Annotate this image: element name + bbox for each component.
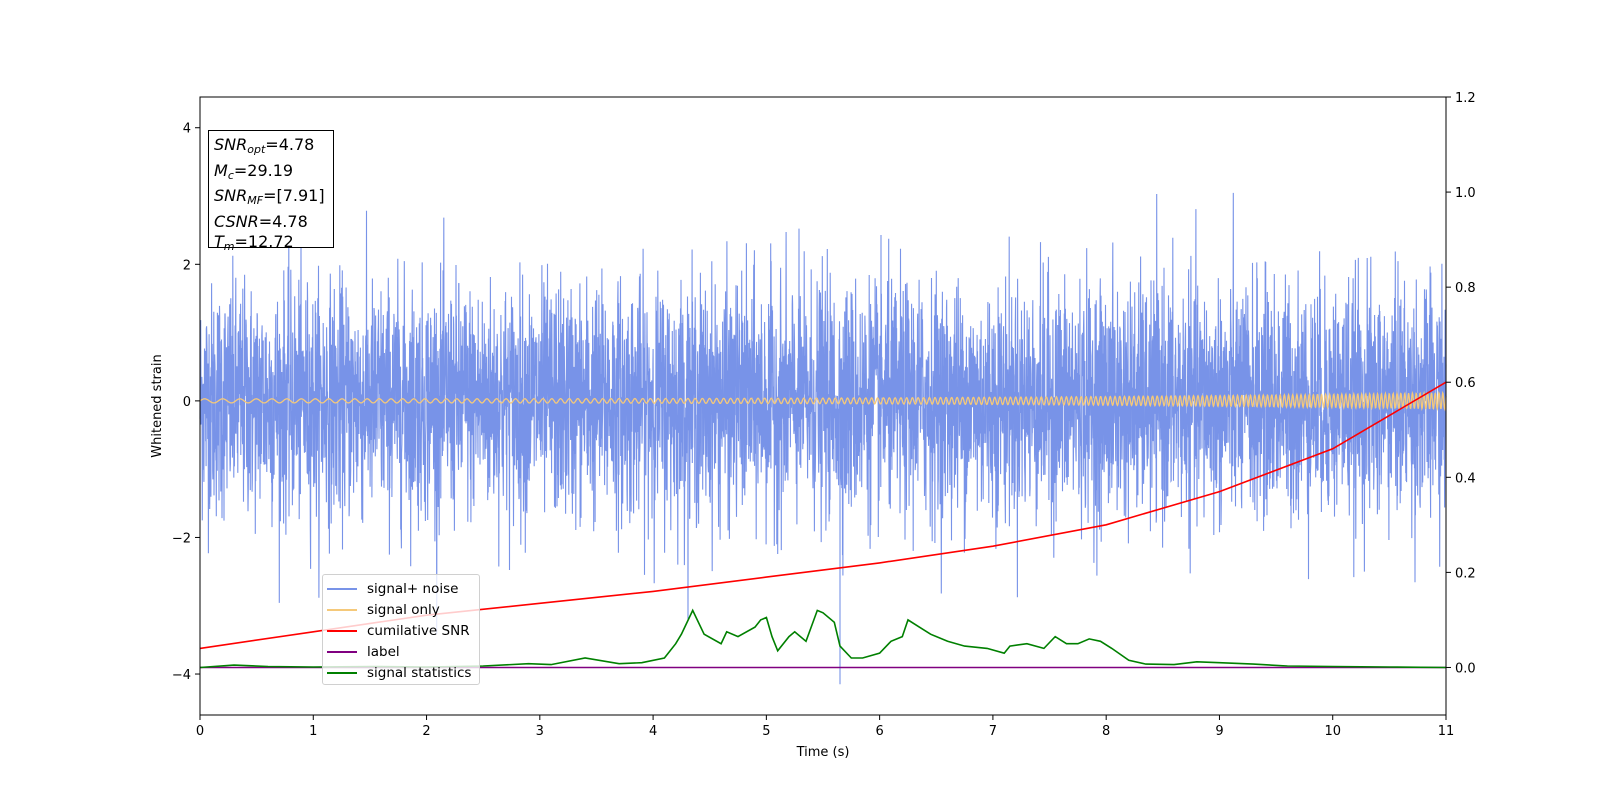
right-y-tick-label: 1.2 [1455, 91, 1476, 106]
y-axis-label: Whitened strain [150, 354, 165, 457]
x-tick-label: 2 [422, 724, 430, 739]
left-y-tick-label: 0 [183, 395, 191, 410]
annotation-subscript: MF [247, 194, 263, 207]
annotation-value: =4.78 [259, 212, 308, 231]
legend-swatch [327, 588, 357, 590]
legend-label: signal statistics [367, 665, 471, 681]
legend-label: cumilative SNR [367, 623, 470, 639]
annotation-subscript: opt [247, 143, 265, 156]
legend-label: signal+ noise [367, 581, 458, 597]
right-y-tick-label: 0.6 [1455, 376, 1476, 391]
left-y-tick-label: 2 [183, 258, 191, 273]
annotation-symbol: Mc [214, 161, 234, 180]
x-tick-label: 6 [875, 724, 883, 739]
chart-figure: 0 1 2 3 4 5 6 7 8 9 10 11 4 2 0 −2 −4 1.2 1.0 0.8 0.6 0.4 0.… [0, 0, 1600, 800]
legend: signal+ noise signal only cumilative SNR la… [322, 574, 480, 685]
right-y-axis-ticks: 1.2 1.0 0.8 0.6 0.4 0.2 0.0 [1446, 91, 1476, 676]
annotation-symbol: SNRMF [214, 186, 263, 205]
annotation-symbol: CSNR [214, 212, 259, 231]
annotation-box: SNRopt=4.78 Mc=29.19 SNRMF=[7.91] CSNR=4.78… [208, 130, 334, 248]
x-tick-label: 5 [762, 724, 770, 739]
right-y-tick-label: 0.8 [1455, 281, 1476, 296]
legend-swatch [327, 630, 357, 632]
x-tick-label: 7 [989, 724, 997, 739]
legend-item: cumilative SNR [327, 620, 479, 641]
x-tick-label: 0 [196, 724, 204, 739]
left-y-tick-label: −4 [172, 668, 191, 683]
annotation-subscript: m [224, 240, 235, 253]
x-tick-label: 4 [649, 724, 657, 739]
annotation-symbol: Tm [214, 232, 235, 251]
annotation-line: Tm=12.72 [214, 232, 333, 258]
legend-swatch [327, 672, 357, 674]
legend-swatch [327, 651, 357, 653]
annotation-line: CSNR=4.78 [214, 212, 333, 233]
annotation-line: SNRMF=[7.91] [214, 186, 333, 212]
left-y-tick-label: 4 [183, 122, 191, 137]
legend-item: label [327, 641, 479, 662]
legend-item: signal statistics [327, 662, 479, 683]
annotation-value: =[7.91] [263, 186, 325, 205]
right-y-tick-label: 0.4 [1455, 471, 1476, 486]
x-tick-label: 3 [536, 724, 544, 739]
legend-item: signal only [327, 599, 479, 620]
annotation-line: Mc=29.19 [214, 161, 333, 187]
right-y-tick-label: 0.0 [1455, 661, 1476, 676]
annotation-symbol: SNRopt [214, 135, 265, 154]
x-axis-label: Time (s) [796, 745, 850, 760]
left-y-tick-label: −2 [172, 531, 191, 546]
annotation-value: =4.78 [265, 135, 314, 154]
legend-swatch [327, 609, 357, 611]
annotation-line: SNRopt=4.78 [214, 135, 333, 161]
legend-label: signal only [367, 602, 440, 618]
right-y-tick-label: 1.0 [1455, 186, 1476, 201]
annotation-value: =12.72 [235, 232, 294, 251]
x-tick-label: 10 [1324, 724, 1341, 739]
x-tick-label: 9 [1215, 724, 1223, 739]
x-tick-label: 8 [1102, 724, 1110, 739]
x-tick-label: 1 [309, 724, 317, 739]
legend-label: label [367, 644, 400, 660]
left-y-axis-ticks: 4 2 0 −2 −4 [172, 122, 200, 683]
x-axis-ticks: 0 1 2 3 4 5 6 7 8 9 10 11 [196, 715, 1454, 739]
annotation-value: =29.19 [234, 161, 293, 180]
x-tick-label: 11 [1438, 724, 1455, 739]
legend-item: signal+ noise [327, 578, 479, 599]
right-y-tick-label: 0.2 [1455, 566, 1476, 581]
